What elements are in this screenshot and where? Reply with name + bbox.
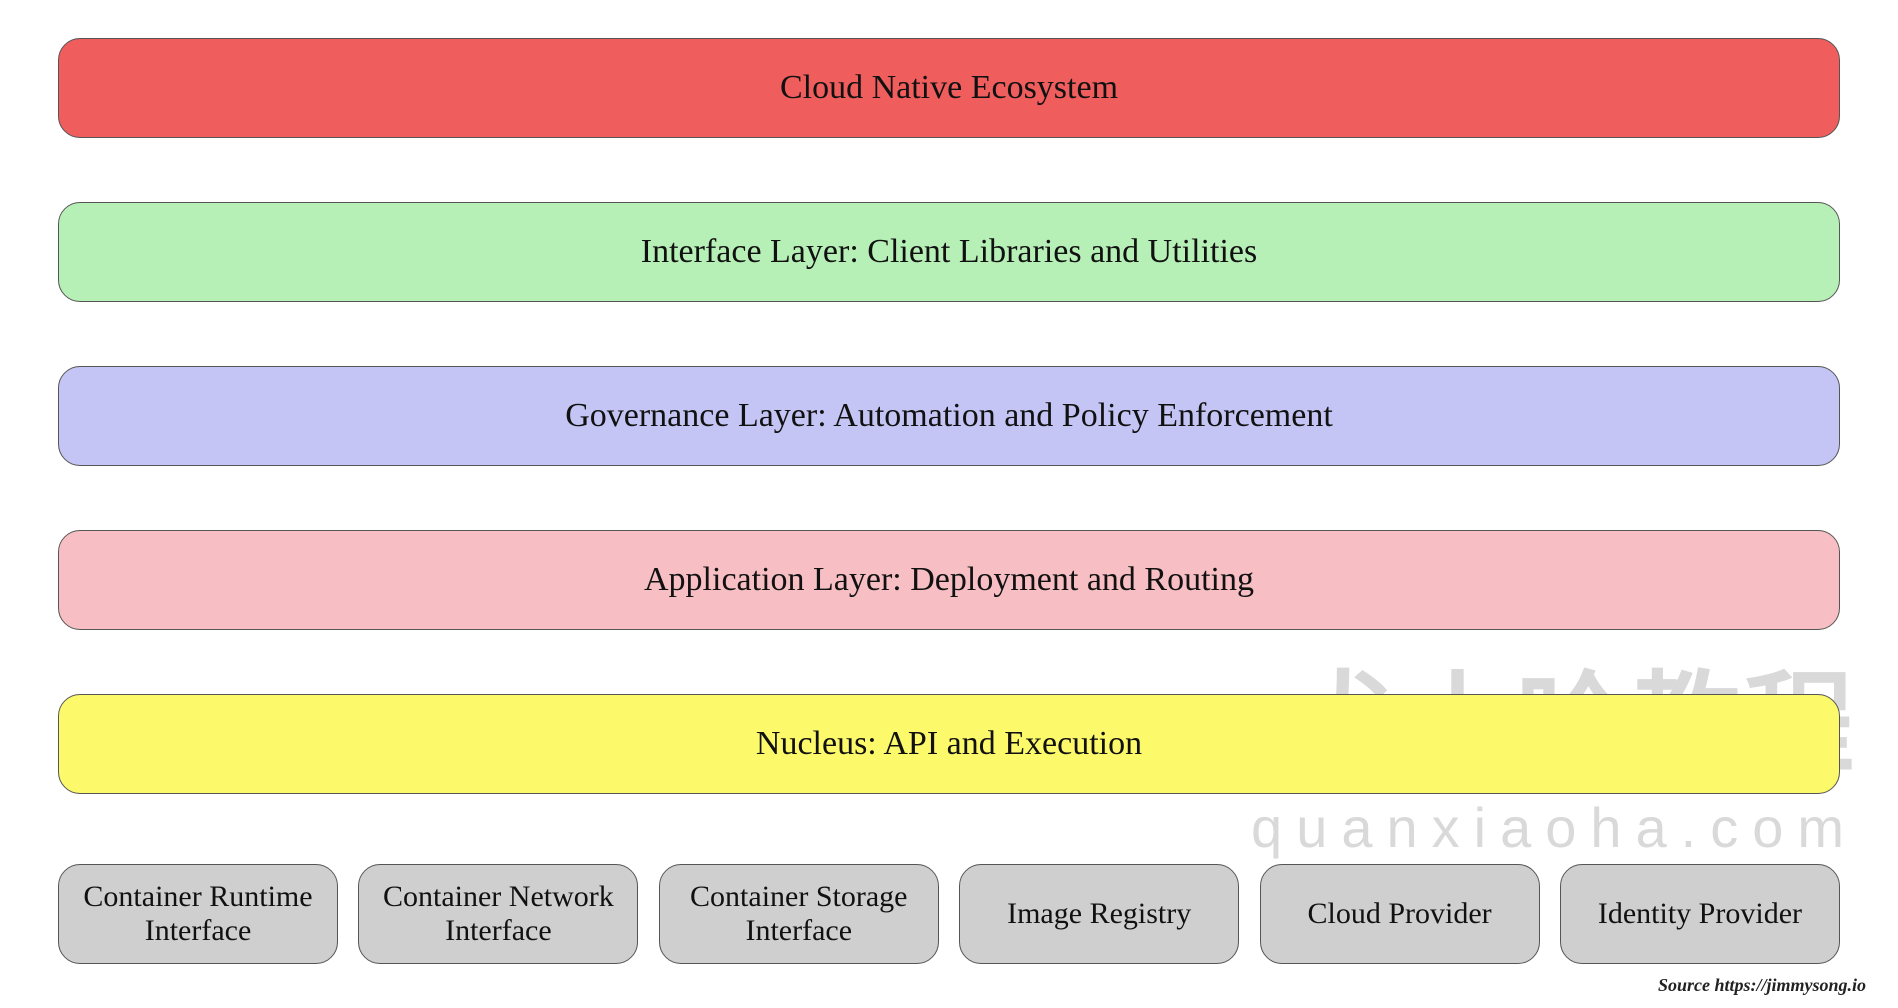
layer-application: Application Layer: Deployment and Routin… — [58, 530, 1840, 630]
layer-nucleus: Nucleus: API and Execution — [58, 694, 1840, 794]
chip-label: Cloud Provider — [1307, 897, 1491, 932]
layer-interface: Interface Layer: Client Libraries and Ut… — [58, 202, 1840, 302]
chip-registry: Image Registry — [959, 864, 1239, 964]
chip-label: Container Runtime Interface — [69, 880, 327, 949]
chip-idp: Identity Provider — [1560, 864, 1840, 964]
chip-label: Image Registry — [1007, 897, 1191, 932]
chip-cloud: Cloud Provider — [1260, 864, 1540, 964]
layer-label: Governance Layer: Automation and Policy … — [565, 397, 1333, 435]
layer-stack: Cloud Native Ecosystem Interface Layer: … — [58, 38, 1840, 794]
source-note: Source https://jimmysong.io — [1658, 975, 1866, 996]
layer-ecosystem: Cloud Native Ecosystem — [58, 38, 1840, 138]
watermark-sub: quanxiaoha.com — [1251, 800, 1858, 856]
chip-cri: Container Runtime Interface — [58, 864, 338, 964]
layer-label: Application Layer: Deployment and Routin… — [644, 561, 1254, 599]
foundation-row: Container Runtime Interface Container Ne… — [58, 864, 1840, 964]
layer-governance: Governance Layer: Automation and Policy … — [58, 366, 1840, 466]
layer-label: Interface Layer: Client Libraries and Ut… — [641, 233, 1257, 271]
layer-label: Cloud Native Ecosystem — [780, 69, 1118, 107]
layer-label: Nucleus: API and Execution — [756, 725, 1142, 763]
chip-label: Identity Provider — [1598, 897, 1802, 932]
chip-label: Container Storage Interface — [670, 880, 928, 949]
chip-label: Container Network Interface — [369, 880, 627, 949]
chip-cni: Container Network Interface — [358, 864, 638, 964]
chip-csi: Container Storage Interface — [659, 864, 939, 964]
